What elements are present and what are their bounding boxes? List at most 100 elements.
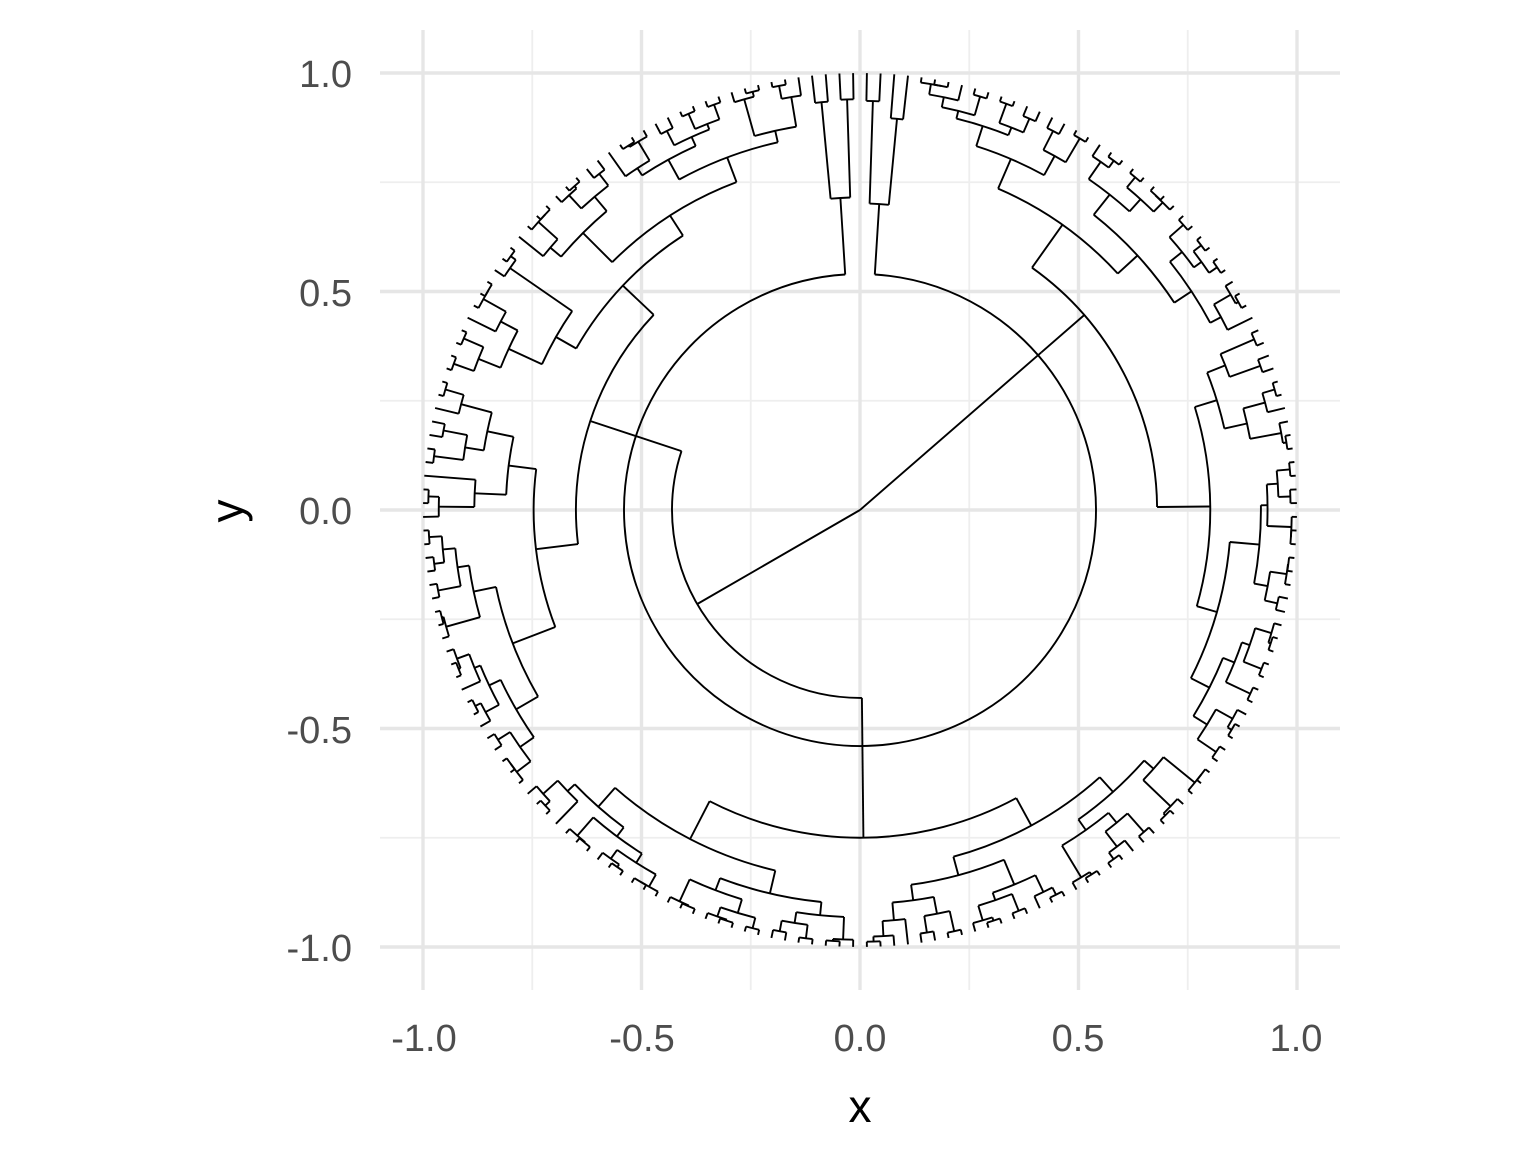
- tree-branch: [985, 92, 990, 99]
- tree-branch: [1241, 641, 1251, 646]
- tree-branch: [565, 828, 571, 834]
- tree-branch: [997, 158, 1012, 189]
- tree-branch: [790, 96, 798, 127]
- tree-arc: [1085, 870, 1098, 879]
- tree-arc: [1154, 194, 1171, 211]
- tree-branch: [482, 298, 507, 313]
- tree-branch: [635, 853, 643, 864]
- tree-branch: [940, 97, 945, 108]
- tree-arc: [772, 928, 787, 934]
- tree-branch: [544, 800, 551, 807]
- tree-branch: [453, 362, 475, 372]
- tree-branch: [545, 205, 551, 211]
- tree-branch: [839, 197, 847, 275]
- x-tick-label: 0.5: [1052, 1018, 1105, 1060]
- y-tick-label: 0.5: [299, 273, 352, 315]
- tree-branch: [1084, 877, 1090, 884]
- tree-branch: [1149, 186, 1155, 192]
- tree-branch: [1243, 401, 1266, 410]
- tree-arc: [671, 450, 862, 699]
- tree-branch: [1099, 776, 1114, 793]
- tree-branch: [768, 870, 777, 894]
- tree-branch: [878, 73, 882, 102]
- tree-arc: [509, 763, 524, 781]
- tree-branch: [743, 88, 748, 94]
- tree-branch: [904, 918, 909, 945]
- tree-branch: [998, 103, 1008, 124]
- x-axis: -1.0 -0.5 0.0 0.5 1.0 x: [391, 1018, 1322, 1132]
- tree-arc: [1104, 812, 1129, 833]
- tree-branch: [1213, 293, 1232, 306]
- tree-branch: [1178, 215, 1184, 221]
- tree-branch: [537, 221, 559, 240]
- tree-branch: [1126, 176, 1136, 189]
- tree-branch: [1064, 137, 1081, 163]
- tree-branch: [842, 916, 845, 940]
- tree-branch: [1108, 160, 1115, 169]
- tree-branch: [425, 461, 434, 464]
- tree-branch: [434, 407, 459, 415]
- tree-branch: [1272, 636, 1278, 640]
- tree-branch: [536, 799, 542, 805]
- tree-branch: [1229, 541, 1260, 546]
- tree-branch: [1192, 244, 1202, 253]
- tree-branch: [429, 433, 443, 439]
- tree-arc: [1284, 435, 1289, 450]
- x-tick-label: 0.0: [834, 1018, 887, 1060]
- tree-branch: [474, 492, 507, 496]
- tree-branch: [1249, 432, 1282, 440]
- tree-arc: [1196, 239, 1207, 252]
- tree-arc: [986, 917, 1001, 924]
- tree-branch: [1077, 818, 1087, 831]
- tree-branch: [1061, 845, 1083, 878]
- tree-branch: [1272, 380, 1278, 384]
- x-tick-label: -0.5: [609, 1018, 674, 1060]
- tree-branch: [479, 719, 491, 728]
- tree-branch: [1058, 123, 1066, 135]
- tree-branch: [1003, 859, 1016, 885]
- tree-branch: [1128, 198, 1142, 213]
- tree-arc: [641, 145, 697, 177]
- tree-branch: [442, 547, 456, 551]
- tree-branch: [1196, 738, 1217, 753]
- tree-branch: [1224, 422, 1248, 430]
- tree-branch: [1219, 745, 1226, 751]
- tree-branch: [991, 892, 997, 901]
- tree-branch: [478, 358, 501, 369]
- tree-arc: [781, 94, 802, 100]
- tree-arc: [560, 210, 608, 258]
- tree-branch: [474, 702, 482, 707]
- tree-branch: [1153, 201, 1164, 213]
- tree-branch: [1091, 144, 1101, 157]
- tree-branch: [743, 926, 748, 932]
- tree-branch: [1273, 622, 1282, 627]
- tree-branch: [596, 159, 606, 171]
- tree-branch: [889, 74, 896, 119]
- tree-branch: [706, 123, 711, 130]
- tree-branch: [1159, 195, 1165, 201]
- tree-arc: [1187, 774, 1202, 792]
- tree-branch: [955, 110, 960, 119]
- tree-arc: [593, 169, 606, 179]
- tree-branch: [508, 348, 543, 366]
- tree-branch: [442, 635, 450, 640]
- tree-arc: [719, 917, 734, 924]
- tree-branch: [1046, 117, 1054, 129]
- tree-branch: [566, 783, 576, 792]
- tree-branch: [975, 125, 984, 147]
- tree-branch: [527, 225, 533, 231]
- tree-branch: [1011, 912, 1016, 920]
- tree-branch: [443, 429, 468, 437]
- tree-arc: [494, 311, 507, 332]
- tree-arc: [569, 828, 586, 843]
- tree-arc: [1031, 266, 1159, 508]
- tree-branch: [973, 96, 982, 116]
- tree-branch: [730, 922, 734, 928]
- tree-arc: [1061, 812, 1110, 847]
- y-tick-label: -0.5: [287, 710, 352, 752]
- tree-branch: [1107, 151, 1113, 158]
- tree-branch: [1287, 569, 1293, 573]
- tree-branch: [972, 922, 977, 932]
- tree-branch: [743, 99, 756, 137]
